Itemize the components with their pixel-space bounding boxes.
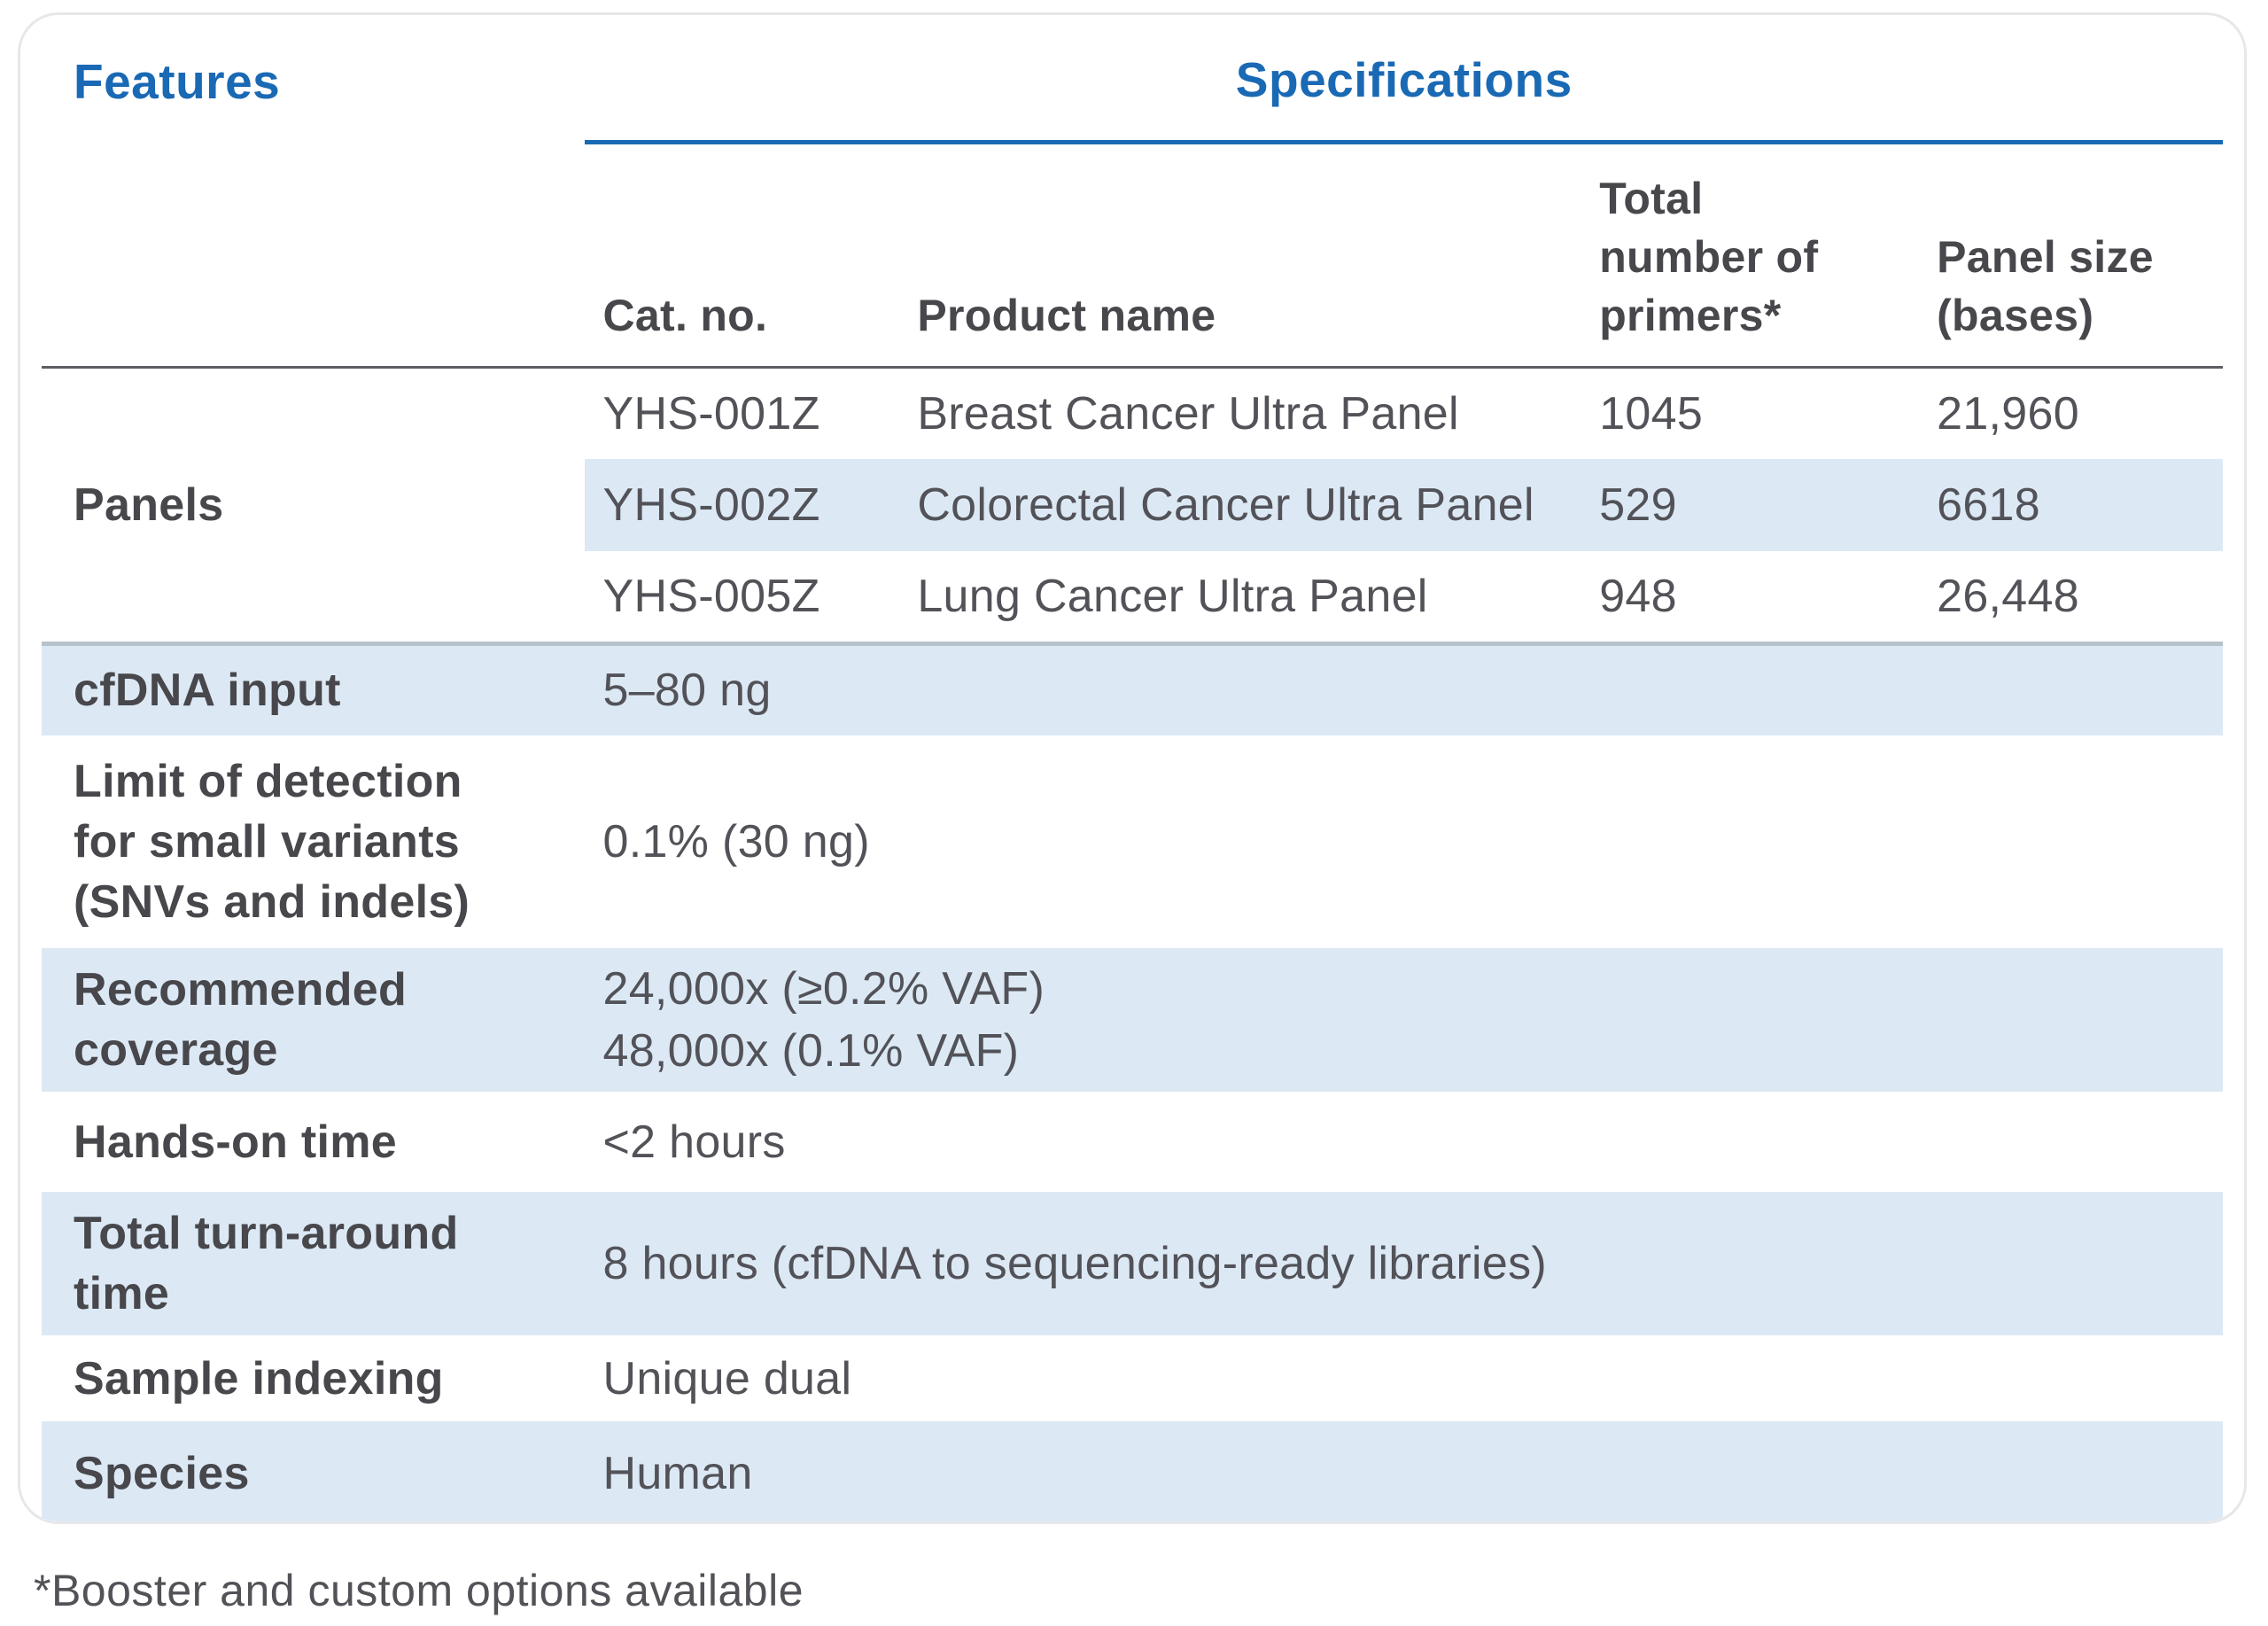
- spec-row-recommended-coverage: Recommended coverage 24,000x (≥0.2% VAF)…: [42, 948, 2223, 1092]
- feature-label: Total turn-around time: [42, 1192, 586, 1335]
- feature-label: Sample indexing: [74, 1352, 444, 1404]
- panel-row: YHS-005Z Lung Cancer Ultra Panel 948 26,…: [42, 551, 2223, 643]
- product-name-column-header: Product name: [890, 142, 1575, 369]
- feature-label: Species: [42, 1421, 586, 1521]
- feature-value: 5–80 ng: [585, 641, 2223, 735]
- product-name-cell: Breast Cancer Ultra Panel: [917, 387, 1459, 440]
- feature-value: 8 hours (cfDNA to sequencing-ready libra…: [585, 1192, 2223, 1335]
- cat-no-cell: YHS-001Z: [602, 387, 820, 440]
- cat-no-cell: YHS-002Z: [585, 459, 891, 551]
- total-primers-cell: 948: [1599, 570, 1677, 622]
- total-primers-column-header: Total number of primers*: [1574, 142, 1913, 369]
- feature-value: Unique dual: [602, 1352, 852, 1404]
- feature-value: <2 hours: [602, 1116, 786, 1168]
- heading-row: Features Specifications: [42, 18, 2223, 144]
- panel-row: YHS-002Z Colorectal Cancer Ultra Panel 5…: [42, 459, 2223, 551]
- spec-card: Features Specifications Cat. no. Product…: [18, 12, 2247, 1524]
- feature-value: 24,000x (≥0.2% VAF) 48,000x (0.1% VAF): [585, 948, 2223, 1092]
- spec-table: Features Specifications Cat. no. Product…: [42, 18, 2223, 1521]
- total-primers-cell: 529: [1574, 459, 1913, 551]
- spec-row-cfdna-input: cfDNA input 5–80 ng: [42, 641, 2223, 735]
- product-name-cell: Colorectal Cancer Ultra Panel: [890, 459, 1575, 551]
- feature-label: Recommended coverage: [42, 948, 586, 1092]
- spec-row-limit-of-detection: Limit of detection for small variants (S…: [42, 735, 2223, 948]
- feature-label: cfDNA input: [42, 641, 586, 735]
- panel-size-column-header: Panel size (bases): [1912, 142, 2223, 369]
- spec-row-species: Species Human: [42, 1421, 2223, 1521]
- specifications-heading: Specifications: [1235, 51, 1573, 107]
- feature-value: Human: [585, 1421, 2223, 1521]
- spec-row-total-turnaround-time: Total turn-around time 8 hours (cfDNA to…: [42, 1192, 2223, 1335]
- panel-size-cell: 26,448: [1937, 570, 2079, 622]
- panels-label: Panels: [74, 478, 224, 531]
- footnote: *Booster and custom options available: [34, 1566, 804, 1615]
- cat-no-cell: YHS-005Z: [602, 570, 820, 622]
- cat-no-column-header: Cat. no.: [585, 142, 891, 369]
- features-column-header: [42, 142, 586, 369]
- panel-row: Panels YHS-001Z Breast Cancer Ultra Pane…: [42, 367, 2223, 531]
- feature-label: Limit of detection for small variants (S…: [74, 756, 470, 928]
- spec-row-sample-indexing: Sample indexing Unique dual: [42, 1335, 2223, 1421]
- features-heading: Features: [74, 54, 281, 109]
- total-primers-cell: 1045: [1599, 387, 1704, 440]
- spec-row-hands-on-time: Hands-on time <2 hours: [42, 1092, 2223, 1192]
- panel-size-cell: 6618: [1912, 459, 2223, 551]
- feature-value: 0.1% (30 ng): [602, 816, 870, 867]
- column-header-row: Cat. no. Product name Total number of pr…: [42, 142, 2223, 369]
- panel-size-cell: 21,960: [1937, 387, 2079, 440]
- feature-label: Hands-on time: [74, 1116, 398, 1168]
- product-name-cell: Lung Cancer Ultra Panel: [917, 570, 1428, 622]
